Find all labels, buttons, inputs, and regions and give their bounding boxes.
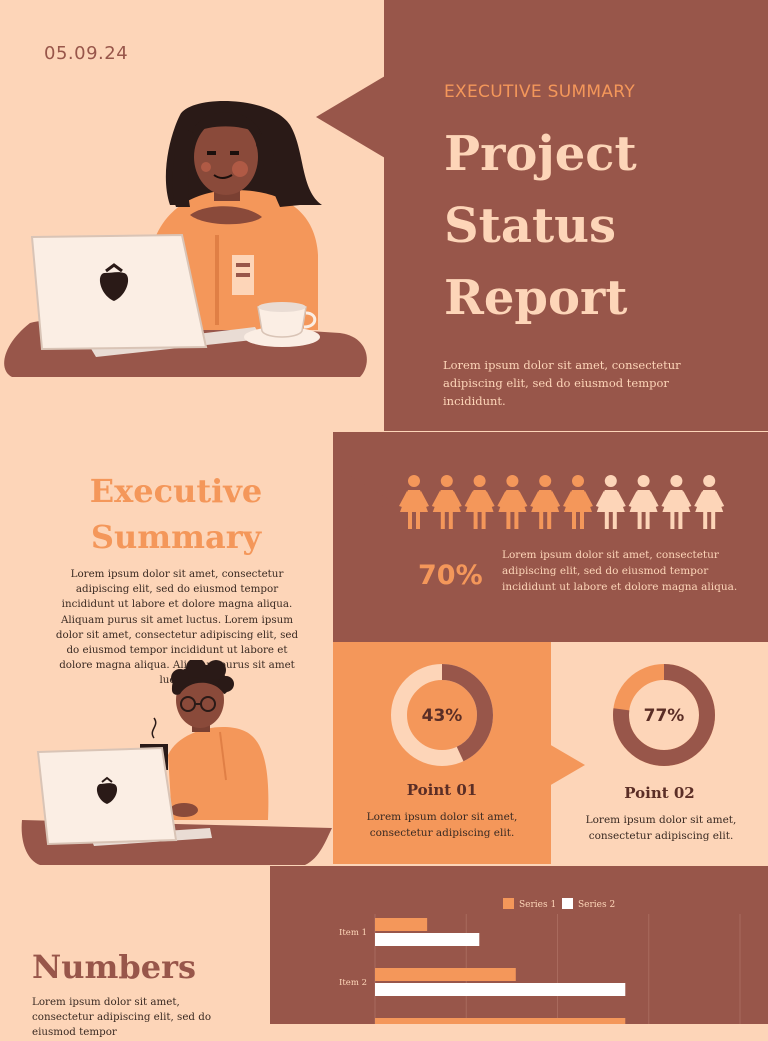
- donut-value-arc: [391, 664, 493, 766]
- title-line: Status: [444, 198, 617, 254]
- title-line: Project: [444, 126, 637, 182]
- person-icon: [399, 475, 429, 529]
- header-description: Lorem ipsum dolor sit amet, consectetur …: [443, 358, 681, 408]
- person-icon: [431, 475, 462, 529]
- legend-label: Series 2: [578, 900, 615, 910]
- header-panel: [384, 0, 768, 431]
- legend-label: Series 1: [519, 900, 556, 910]
- category-label: Item 1: [339, 928, 367, 938]
- points-pointer: [549, 744, 585, 786]
- donut-value-label: 43%: [422, 706, 463, 726]
- section-label: EXECUTIVE SUMMARY: [444, 82, 636, 102]
- person-icon: [661, 475, 692, 529]
- header-pointer: [316, 76, 385, 158]
- legend-swatch: [562, 898, 573, 909]
- woman-laptop-illustration: [4, 101, 367, 377]
- bar: [375, 983, 626, 996]
- person-icon: [694, 475, 725, 529]
- numbers-bar-chart: Series 1 Series 2 Item 1 Item 2: [339, 898, 741, 1024]
- point-02-title: Point 02: [624, 784, 695, 802]
- bar: [375, 933, 480, 946]
- man-laptop-illustration: [21, 660, 332, 865]
- summary-title-line: Executive: [89, 472, 263, 510]
- person-icon: [530, 475, 561, 529]
- bar: [375, 1018, 626, 1024]
- page-title: Project Status Report: [444, 118, 744, 334]
- numbers-description: Lorem ipsum dolor sit amet, consectetur …: [32, 996, 212, 1039]
- stats-pointer: [334, 466, 392, 536]
- person-icon: [563, 475, 593, 529]
- donut-value-arc: [613, 664, 715, 766]
- summary-title-line: Summary: [90, 518, 262, 556]
- point-01-desc: Lorem ipsum dolor sit amet, consectetur …: [366, 811, 518, 839]
- title-line: Report: [444, 270, 628, 326]
- category-label: Item 2: [339, 978, 367, 988]
- donut-value-label: 77%: [644, 706, 685, 726]
- people-description: Lorem ipsum dolor sit amet, consectetur …: [502, 549, 738, 593]
- donut-chart-point-02: 77%: [613, 664, 715, 766]
- stats-panel: [333, 432, 768, 642]
- person-icon: [595, 475, 626, 529]
- people-percent: 70%: [418, 560, 483, 591]
- bar: [375, 918, 428, 931]
- numbers-panel: [270, 866, 768, 1024]
- numbers-title: Numbers: [32, 948, 196, 986]
- people-icons: [399, 475, 725, 529]
- numbers-pointer: [270, 906, 320, 972]
- legend-swatch: [503, 898, 514, 909]
- person-icon: [628, 475, 659, 529]
- report-date: 05.09.24: [44, 43, 129, 64]
- chart-legend: Series 1 Series 2: [503, 898, 615, 910]
- point-02-desc: Lorem ipsum dolor sit amet, consectetur …: [585, 814, 737, 842]
- summary-title: Executive Summary: [60, 468, 292, 560]
- donut-chart-point-01: 43%: [391, 664, 493, 766]
- bar: [375, 968, 516, 981]
- point-01-title: Point 01: [406, 781, 478, 799]
- person-icon: [464, 475, 495, 529]
- person-icon: [497, 475, 528, 529]
